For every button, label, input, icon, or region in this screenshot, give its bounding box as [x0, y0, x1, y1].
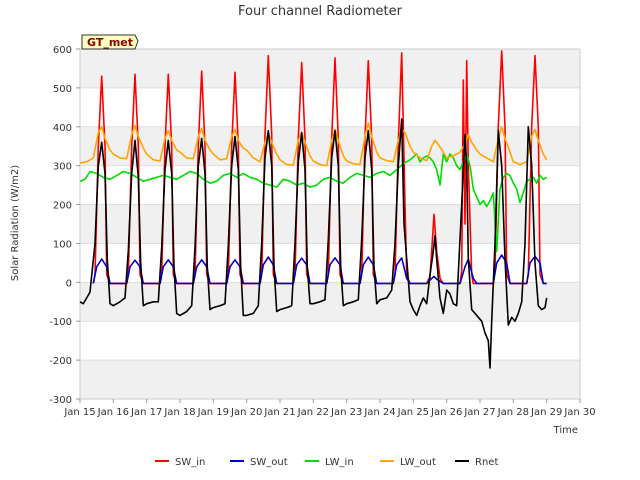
x-tick-label: Jan 17 [130, 407, 162, 418]
x-tick-label: Jan 30 [563, 407, 595, 418]
y-tick-label: -200 [49, 356, 72, 367]
x-tick-label: Jan 28 [497, 407, 529, 418]
x-tick-label: Jan 16 [97, 407, 129, 418]
y-tick-label: 100 [53, 239, 72, 250]
background-band [80, 49, 580, 88]
legend-label: LW_in [325, 457, 354, 468]
x-tick-label: Jan 18 [163, 407, 195, 418]
x-tick-label: Jan 27 [463, 407, 495, 418]
plot-background-bands [80, 49, 580, 399]
x-tick-label: Jan 24 [363, 407, 395, 418]
background-band [80, 360, 580, 399]
y-tick-label: 200 [53, 201, 72, 212]
legend-item-lw-in: LW_in [305, 457, 354, 468]
series-line-lw-in [79, 153, 548, 252]
y-tick-label: 0 [66, 278, 72, 289]
y-tick-label: 600 [53, 45, 72, 56]
x-tick-label: Jan 26 [430, 407, 462, 418]
legend-item-sw-out: SW_out [230, 457, 288, 468]
station-tag: GT_met [81, 34, 139, 50]
series-line-rnet [79, 118, 548, 369]
legend-item-rnet: Rnet [455, 457, 498, 468]
legend-item-lw-out: LW_out [380, 457, 436, 468]
station-label: GT_met [87, 36, 133, 49]
y-tick-label: -300 [49, 395, 72, 406]
plot-frame [79, 48, 581, 400]
y-tick-label: -100 [49, 317, 72, 328]
y-axis-ticks: -300 -200 -100 0 100 200 300 400 500 600 [49, 45, 80, 406]
legend: SW_in SW_out LW_in LW_out Rnet [155, 457, 498, 468]
series-layer [79, 50, 548, 369]
x-tick-label: Jan 15 [63, 407, 95, 418]
y-tick-label: 500 [53, 84, 72, 95]
legend-label: SW_out [250, 457, 288, 468]
series-line-lw-out [79, 122, 548, 167]
series-line-sw-out [92, 254, 547, 285]
x-tick-label: Jan 25 [397, 407, 429, 418]
chart-title: Four channel Radiometer [238, 4, 403, 19]
x-tick-label: Jan 21 [263, 407, 295, 418]
x-tick-label: Jan 23 [330, 407, 362, 418]
legend-label: Rnet [475, 457, 498, 468]
x-tick-label: Jan 22 [297, 407, 329, 418]
x-tick-label: Jan 20 [230, 407, 262, 418]
legend-label: LW_out [400, 457, 436, 468]
y-axis-label: Solar Radiation (W/m2) [10, 165, 21, 281]
legend-label: SW_in [175, 457, 205, 468]
x-axis-ticks: Jan 15 Jan 16 Jan 17 Jan 18 Jan 19 Jan 20 Jan … [63, 399, 596, 418]
x-tick-label: Jan 29 [530, 407, 562, 418]
y-tick-label: 400 [53, 123, 72, 134]
background-band [80, 282, 580, 322]
y-tick-label: 300 [53, 162, 72, 173]
x-axis-label: Time [553, 425, 578, 436]
x-tick-label: Jan 19 [197, 407, 229, 418]
legend-item-sw-in: SW_in [155, 457, 205, 468]
